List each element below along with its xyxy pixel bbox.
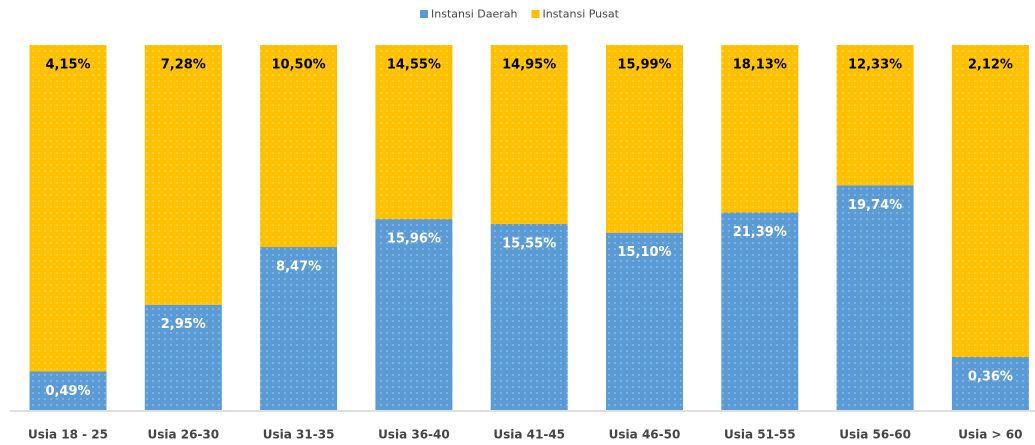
- legend-swatch: [420, 10, 428, 18]
- x-tick-label: Usia > 60: [958, 428, 1022, 442]
- x-tick-label: Usia 56-60: [839, 428, 911, 442]
- bar-texture: [29, 371, 107, 410]
- bar-texture: [144, 45, 222, 305]
- bar-texture: [951, 357, 1029, 410]
- x-tick-label: Usia 51-55: [724, 428, 796, 442]
- value-label: 15,10%: [617, 245, 671, 260]
- bar-texture: [260, 45, 338, 248]
- value-label: 8,47%: [276, 260, 321, 275]
- x-tick-label: Usia 26-30: [147, 428, 219, 442]
- bar-texture: [144, 304, 222, 410]
- bar-texture: [375, 219, 453, 410]
- value-label: 19,74%: [848, 198, 902, 213]
- x-tick-label: Usia 36-40: [378, 428, 450, 442]
- bar-texture: [606, 45, 683, 233]
- value-label: 15,55%: [502, 236, 556, 251]
- value-label: 0,49%: [45, 384, 90, 399]
- value-label: 7,28%: [161, 58, 206, 73]
- bar-texture: [721, 45, 799, 213]
- bar-texture: [951, 45, 1029, 358]
- bar-texture: [836, 45, 914, 186]
- legend-label: Instansi Pusat: [542, 8, 619, 21]
- x-tick-label: Usia 46-50: [609, 428, 681, 442]
- value-label: 14,95%: [502, 58, 556, 73]
- value-label: 15,99%: [617, 58, 671, 73]
- legend-swatch: [531, 10, 540, 18]
- bar-texture: [490, 45, 568, 224]
- value-label: 21,39%: [733, 225, 787, 240]
- x-tick-label: Usia 18 - 25: [28, 428, 108, 442]
- bar-texture: [29, 45, 107, 372]
- x-tick-label: Usia 41-45: [493, 428, 565, 442]
- bar-texture: [490, 223, 568, 410]
- value-label: 2,12%: [968, 58, 1013, 73]
- bar-texture: [606, 232, 683, 410]
- legend-label: Instansi Daerah: [431, 8, 517, 21]
- value-label: 12,33%: [848, 58, 902, 73]
- bar-texture: [836, 185, 914, 410]
- value-label: 18,13%: [733, 58, 787, 73]
- value-label: 2,95%: [161, 317, 206, 332]
- x-tick-label: Usia 31-35: [263, 428, 335, 442]
- bar-texture: [260, 247, 338, 410]
- value-label: 10,50%: [272, 58, 326, 73]
- bar-texture: [721, 212, 799, 410]
- value-label: 4,15%: [45, 58, 90, 73]
- value-label: 15,96%: [387, 232, 441, 247]
- value-label: 14,55%: [387, 58, 441, 73]
- value-label: 0,36%: [968, 370, 1013, 385]
- bar-texture: [375, 45, 453, 220]
